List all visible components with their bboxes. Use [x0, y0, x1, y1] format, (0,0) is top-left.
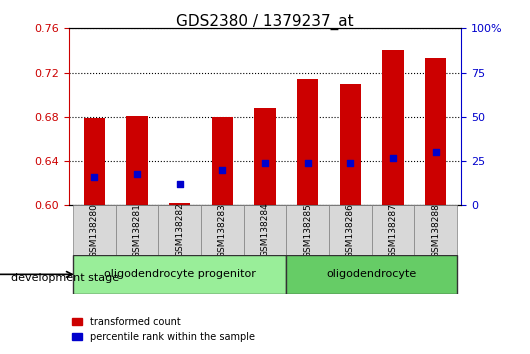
Bar — [382, 51, 403, 205]
Text: GSM138288: GSM138288 — [431, 202, 440, 258]
Bar — [169, 203, 190, 205]
Point — [431, 149, 440, 155]
Text: GSM138283: GSM138283 — [218, 202, 227, 258]
Text: GSM138280: GSM138280 — [90, 202, 99, 258]
Text: development stage: development stage — [11, 273, 119, 283]
Legend: transformed count, percentile rank within the sample: transformed count, percentile rank withi… — [68, 313, 259, 346]
Text: GSM138286: GSM138286 — [346, 202, 355, 258]
Point — [388, 155, 397, 161]
Bar — [297, 79, 319, 205]
FancyBboxPatch shape — [201, 205, 244, 255]
FancyBboxPatch shape — [372, 205, 414, 255]
FancyBboxPatch shape — [414, 205, 457, 255]
FancyBboxPatch shape — [116, 205, 158, 255]
Point — [346, 160, 355, 166]
FancyBboxPatch shape — [73, 205, 116, 255]
Text: oligodendrocyte: oligodendrocyte — [326, 269, 417, 279]
Point — [90, 174, 99, 179]
FancyBboxPatch shape — [244, 205, 286, 255]
Bar — [425, 58, 446, 205]
FancyBboxPatch shape — [286, 255, 457, 294]
Point — [303, 160, 312, 166]
Bar — [340, 84, 361, 205]
Text: GSM138284: GSM138284 — [261, 203, 269, 257]
Text: GSM138281: GSM138281 — [132, 202, 142, 258]
Text: oligodendrocyte progenitor: oligodendrocyte progenitor — [104, 269, 255, 279]
Text: GSM138285: GSM138285 — [303, 202, 312, 258]
Point — [175, 182, 184, 187]
Point — [261, 160, 269, 166]
Point — [133, 172, 142, 177]
FancyBboxPatch shape — [329, 205, 372, 255]
FancyBboxPatch shape — [158, 205, 201, 255]
Text: GDS2380 / 1379237_at: GDS2380 / 1379237_at — [176, 14, 354, 30]
Text: GSM138287: GSM138287 — [388, 202, 398, 258]
Bar — [127, 116, 148, 205]
FancyBboxPatch shape — [73, 255, 286, 294]
Text: GSM138282: GSM138282 — [175, 203, 184, 257]
Point — [218, 167, 227, 173]
FancyBboxPatch shape — [286, 205, 329, 255]
Bar — [84, 118, 105, 205]
Bar — [211, 117, 233, 205]
Bar — [254, 108, 276, 205]
